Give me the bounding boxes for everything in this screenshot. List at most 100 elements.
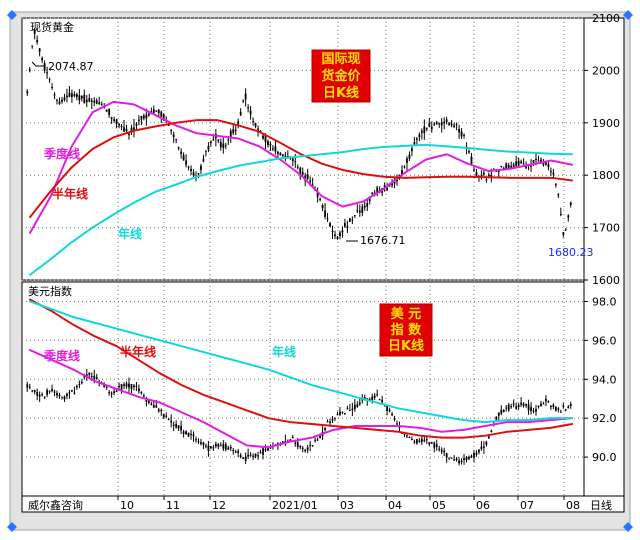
candle-body [411, 438, 413, 440]
candle-body [311, 445, 314, 447]
candle-body [418, 440, 421, 442]
bottom-badge-line-3: 日K线 [388, 338, 424, 354]
candle-body [108, 109, 111, 115]
candle-body [353, 404, 356, 410]
candle-body [468, 456, 470, 459]
candle-body [202, 159, 205, 162]
y-tick-label-0: 1600 [592, 274, 620, 287]
candle-body [356, 210, 359, 212]
right-axis-bg [583, 17, 625, 497]
candle-body [358, 210, 361, 213]
candle-body [294, 161, 297, 163]
candle-body [517, 404, 520, 408]
bottom-ma-label-quarter: 季度线 [43, 348, 80, 363]
candle-body [460, 460, 463, 462]
candle-body [403, 166, 406, 168]
candle-body [326, 421, 329, 423]
candle-body [125, 383, 128, 387]
candle-body [497, 412, 500, 416]
candle-body [418, 134, 421, 138]
candle-body [363, 205, 366, 208]
candle-body [351, 219, 354, 221]
candle-body [552, 172, 555, 175]
candle-body [420, 438, 423, 443]
candle-body [31, 390, 34, 392]
candle-body [408, 154, 411, 159]
candle-body [234, 451, 237, 453]
y-tick-label-2: 1800 [592, 169, 620, 182]
candle-body [192, 434, 195, 437]
candle-body [142, 115, 145, 119]
candle-body [515, 406, 518, 409]
last-label: 1680.23 [548, 246, 594, 259]
candle-body [41, 57, 44, 61]
candle-body [232, 449, 235, 451]
candle-body [252, 121, 254, 123]
x-tick-label-3: 2021/01 [272, 499, 318, 512]
candle-body [500, 166, 503, 168]
candle-body [155, 110, 158, 112]
candle-body [415, 138, 418, 140]
candle-body [522, 163, 525, 165]
top-badge: 国际现 货金价 日K线 [311, 49, 371, 103]
candle-body [433, 123, 436, 125]
candle-body [190, 433, 192, 435]
candle-body [507, 165, 510, 168]
bottom-badge: 美 元 指 数 日K线 [379, 303, 433, 357]
candle-body [530, 165, 532, 167]
candle-body [128, 383, 130, 388]
ma-line-1 [29, 119, 573, 219]
y-tick-label-1: 92.0 [592, 412, 617, 425]
candle-body [301, 447, 304, 449]
top-ma-label-half-year: 半年线 [52, 186, 88, 201]
candle-body [133, 127, 135, 132]
candle-body [118, 385, 120, 388]
candle-body [368, 198, 371, 202]
candle-body [562, 232, 565, 235]
candle-body [123, 384, 125, 386]
candle-body [160, 409, 163, 412]
top-panel-title: 现货黄金 [30, 20, 74, 34]
candle-body [180, 151, 183, 155]
candle-body [130, 127, 133, 133]
candle-body [53, 391, 56, 393]
x-tick-label-9: 08 [566, 499, 580, 512]
candle-body [522, 403, 525, 406]
y-tick-label-0: 90.0 [592, 451, 617, 464]
candle-body [388, 409, 391, 412]
candle-body [547, 164, 550, 168]
candle-body [391, 183, 393, 186]
x-tick-label-4: 03 [340, 499, 354, 512]
candle-body [177, 147, 180, 149]
ma-line-2 [29, 300, 573, 424]
candle-body [378, 399, 381, 401]
candle-body [43, 396, 46, 398]
candle-body [63, 396, 66, 400]
corner-bottom-right [623, 522, 633, 532]
y-tick-label-1: 1700 [592, 222, 620, 235]
candle-body [376, 187, 379, 194]
candle-body [110, 392, 113, 395]
candle-body [142, 395, 145, 397]
candle-body [66, 95, 68, 98]
candle-body [510, 406, 513, 408]
candle-body [160, 111, 163, 117]
candle-body [222, 143, 225, 149]
candle-body [430, 442, 433, 444]
candle-body [425, 439, 428, 441]
candle-body [411, 148, 413, 152]
candle-body [185, 160, 187, 165]
candle-body [386, 405, 389, 411]
bottom-badge-line-1: 美 元 [391, 306, 422, 322]
top-ma-label-year: 年线 [118, 226, 142, 241]
candle-body [470, 456, 473, 458]
candle-body [227, 447, 230, 450]
candle-body [324, 427, 326, 430]
candle-body [115, 391, 118, 393]
candle-body [525, 165, 527, 169]
candle-body [296, 442, 299, 447]
candle-body [482, 446, 485, 448]
candle-body [73, 392, 76, 394]
candle-body [473, 452, 475, 458]
candle-body [182, 431, 185, 434]
